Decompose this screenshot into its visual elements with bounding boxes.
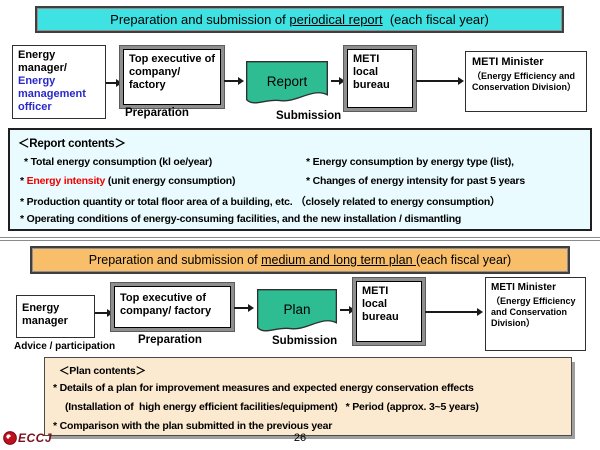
meti-local-bureau-text: METI local bureau — [353, 53, 390, 91]
section-divider — [0, 237, 600, 241]
banner1-text-underlined: periodical report — [289, 12, 383, 27]
plan-document-shape: Plan — [256, 288, 338, 336]
plan-contents-title: ＜Plan contents＞ — [59, 365, 146, 377]
document-icon — [246, 60, 328, 104]
flow-arrow-icon — [425, 307, 483, 317]
banner2-text-prefix: Preparation and submission of — [88, 253, 262, 267]
eccj-logo-icon — [3, 431, 17, 445]
submission-label-s1: Submission — [276, 110, 342, 122]
report-contents-item: * Total energy consumption (kl oe/year) — [24, 156, 213, 168]
meti-minister-title: METI Minister — [491, 282, 557, 293]
preparation-label-s1: Preparation — [125, 107, 189, 119]
report-contents-item: * Energy intensity (unit energy consumpt… — [20, 175, 235, 187]
plan-contents-item: (Installation of high energy efficient f… — [65, 401, 479, 413]
report-contents-item: * Production quantity or total floor are… — [20, 196, 501, 208]
top-executive-box-s2: Top executive of company/ factory — [114, 286, 231, 328]
meti-minister-title: METI Minister — [472, 56, 544, 68]
report-contents-title: ＜Report contents＞ — [18, 138, 126, 150]
section1-title-banner: Preparation and submission of periodical… — [35, 6, 564, 33]
flow-arrow-icon — [416, 76, 464, 86]
flow-arrow-icon — [340, 305, 355, 315]
page-number: 26 — [293, 432, 307, 444]
report-contents-item: * Changes of energy intensity for past 5… — [306, 175, 525, 187]
document-icon — [256, 288, 338, 332]
banner1-text-suffix: (each fiscal year) — [382, 12, 489, 27]
report-document-shape: Report — [245, 60, 329, 108]
flow-arrow-icon — [106, 78, 122, 88]
energy-manager-box-s2: Energy manager — [16, 295, 95, 338]
meti-minister-box-s2: METI Minister （Energy Efficiency and Con… — [485, 277, 586, 351]
eccj-logo: ECCJ — [3, 431, 52, 445]
report-contents-box: ＜Report contents＞ * Total energy consump… — [8, 128, 592, 231]
plan-doc-label: Plan — [283, 302, 311, 318]
advice-participation-label: Advice / participation — [14, 341, 116, 352]
banner2-text-underlined: medium and long term plan — [261, 253, 417, 267]
top-executive-box-s1: Top executive of company/ factory — [123, 49, 221, 105]
flow-arrow-icon — [224, 76, 244, 86]
plan-contents-item: * Details of a plan for improvement meas… — [53, 382, 474, 394]
meti-minister-subtitle: （Energy Efficiency and Conservation Divi… — [472, 70, 577, 93]
plan-contents-box: ＜Plan contents＞ * Details of a plan for … — [44, 357, 572, 436]
banner2-text-suffix: (each fiscal year) — [416, 253, 512, 267]
eccj-logo-text: ECCJ — [18, 431, 53, 445]
flow-arrow-icon — [234, 303, 254, 313]
banner1-text-prefix: Preparation and submission of — [110, 12, 290, 27]
section2-title-banner: Preparation and submission of medium and… — [30, 246, 570, 274]
report-contents-item: * Operating conditions of energy-consumi… — [20, 213, 462, 225]
energy-intensity-highlight: Energy intensity — [26, 175, 106, 187]
meti-local-bureau-box-s2: METI local bureau — [356, 281, 422, 342]
item-rest: (unit energy consumption) — [105, 175, 236, 187]
top-executive-text: Top executive of company/ factory — [120, 292, 212, 317]
flow-arrow-icon — [331, 76, 345, 86]
meti-minister-box-s1: METI Minister （Energy Efficiency and Con… — [465, 51, 587, 112]
energy-manager-text: Energy manager — [22, 302, 68, 327]
bullet: * — [20, 175, 27, 187]
preparation-label-s2: Preparation — [138, 334, 202, 346]
plan-contents-item: * Comparison with the plan submitted in … — [53, 420, 333, 432]
meti-local-bureau-text: METI local bureau — [362, 285, 399, 323]
report-contents-item: * Energy consumption by energy type (lis… — [306, 156, 514, 168]
meti-minister-subtitle: （Energy Efficiency and Conservation Divi… — [491, 295, 576, 329]
energy-manager-line: Energy manager/ — [18, 49, 67, 74]
energy-manager-officer-box: Energy manager/ Energy management office… — [12, 45, 106, 119]
flow-arrow-icon — [95, 308, 113, 318]
report-doc-label: Report — [266, 74, 308, 90]
top-executive-text: Top executive of company/ factory — [129, 53, 215, 91]
submission-label-s2: Submission — [272, 335, 338, 347]
energy-management-officer-line: Energy management officer — [18, 74, 86, 113]
meti-local-bureau-box-s1: METI local bureau — [347, 49, 413, 108]
